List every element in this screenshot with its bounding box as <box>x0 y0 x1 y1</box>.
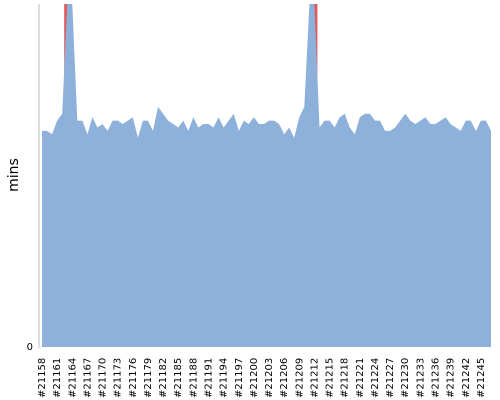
x-tick-label: #21203 <box>264 358 275 398</box>
x-tick-label: #21236 <box>431 358 442 398</box>
x-tick-label: #21230 <box>400 358 411 398</box>
x-tick-label: #21161 <box>52 358 63 398</box>
x-tick-label: #21209 <box>294 358 305 398</box>
x-tick-label: #21170 <box>98 358 109 398</box>
x-tick-label: #21176 <box>128 358 139 398</box>
x-tick-label: #21188 <box>188 358 199 398</box>
x-tick-label: #21215 <box>325 358 336 398</box>
y-tick-label: 0 <box>27 342 33 353</box>
x-tick-label: #21200 <box>249 358 260 398</box>
x-tick-label: #21182 <box>158 358 169 398</box>
x-tick-label: #21197 <box>234 358 245 398</box>
x-tick-label: #21185 <box>173 358 184 398</box>
x-tick-label: #21212 <box>309 358 320 398</box>
x-tick-label: #21221 <box>355 358 366 398</box>
x-tick-labels: #21158 #21161 #21164 #21167 #21170 #21173 #211… <box>37 358 487 398</box>
y-axis-title: mins <box>6 158 22 192</box>
x-tick-label: #21206 <box>279 358 290 398</box>
x-tick-label: #21173 <box>113 358 124 398</box>
x-tick-label: #21239 <box>446 358 457 398</box>
x-tick-label: #21242 <box>461 358 472 398</box>
x-tick-label: #21179 <box>143 358 154 398</box>
y-tick-labels: 0 <box>27 342 33 353</box>
x-tick-label: #21158 <box>37 358 48 398</box>
series-area <box>42 4 491 347</box>
x-tick-label: #21194 <box>219 358 230 398</box>
x-tick-label: #21218 <box>340 358 351 398</box>
x-tick-label: #21191 <box>203 358 214 398</box>
x-tick-label: #21224 <box>370 358 381 398</box>
x-tick-label: #21227 <box>385 358 396 398</box>
x-tick-label: #21233 <box>415 358 426 398</box>
x-tick-label: #21245 <box>476 358 487 398</box>
x-tick-label: #21167 <box>82 358 93 398</box>
x-tick-label: #21164 <box>67 358 78 398</box>
plot-area <box>42 4 491 347</box>
